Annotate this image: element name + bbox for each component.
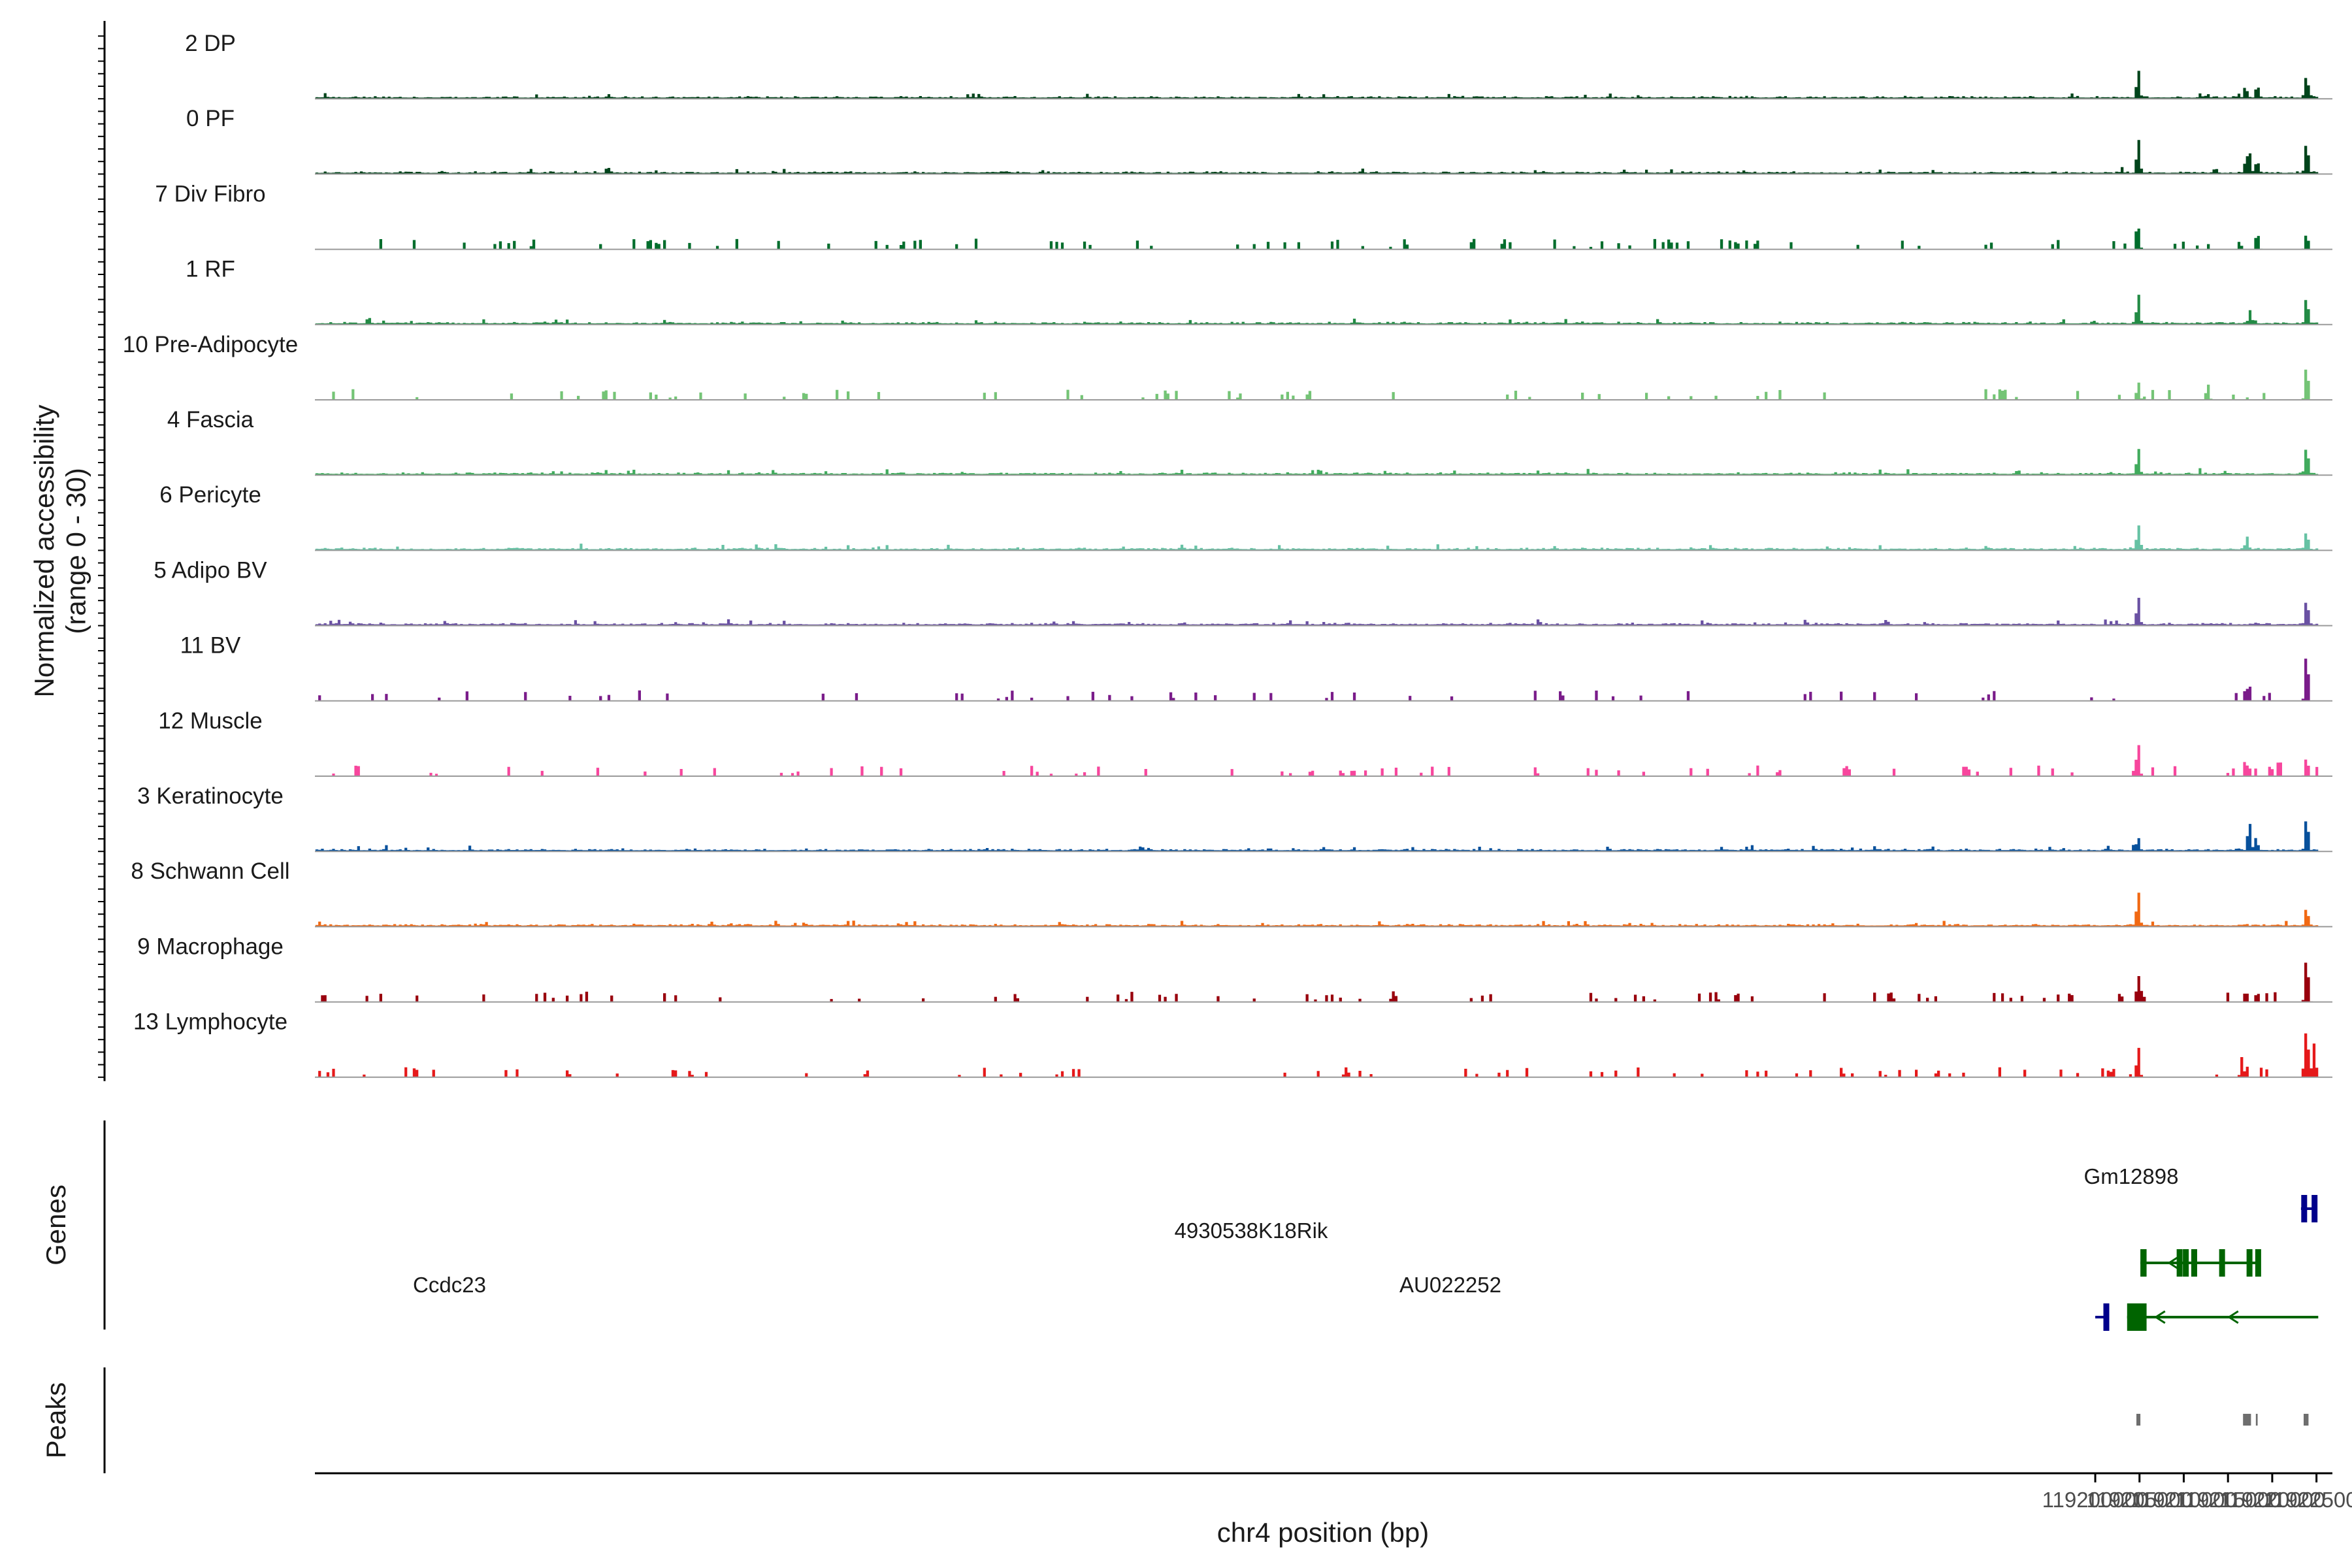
y-axis-title: Normalized accessibility(range 0 - 30) bbox=[29, 404, 91, 697]
x-axis-tick-label: 119225000 bbox=[2263, 1488, 2352, 1512]
coverage-tracks: 2 DP 0 PF 7 Div Fibro 1 RF 10 Pre-Adipocyte 4… bbox=[123, 31, 2332, 1078]
track-label: 11 BV bbox=[180, 633, 241, 659]
gene-exon bbox=[2183, 1249, 2189, 1277]
gene-exon bbox=[2127, 1303, 2147, 1331]
track-11-bv: 11 BV bbox=[180, 633, 2332, 702]
y-axis-title-line: Normalized accessibility bbox=[29, 404, 59, 697]
coverage-area bbox=[315, 228, 2319, 250]
x-axis-tick-label: 119205000 bbox=[2086, 1488, 2193, 1512]
track-label: 8 Schwann Cell bbox=[131, 858, 289, 884]
track-13-lymphocyte: 13 Lymphocyte bbox=[133, 1009, 2332, 1078]
track-12-muscle: 12 Muscle bbox=[158, 708, 2332, 777]
strand-arrow bbox=[2154, 1310, 2166, 1324]
track-label: 4 Fascia bbox=[167, 407, 254, 433]
track-label: 6 Pericyte bbox=[159, 482, 261, 508]
gene-exon bbox=[2301, 1195, 2308, 1222]
track-10-pre-adipocyte: 10 Pre-Adipocyte bbox=[123, 332, 2332, 400]
track-1-rf: 1 RF bbox=[186, 257, 2332, 325]
peaks-panel: Peaks bbox=[41, 1367, 2309, 1473]
strand-arrow bbox=[2227, 1310, 2239, 1324]
genes-panel: Genes Ccdc23 AU022252 4930538K18Rik Gm12898 bbox=[41, 1120, 2319, 1331]
track-9-macrophage: 9 Macrophage bbox=[137, 934, 2332, 1003]
track-6-pericyte: 6 Pericyte bbox=[159, 482, 2332, 551]
gene-exon bbox=[2255, 1249, 2261, 1277]
x-axis-tick-label: 119215000 bbox=[2175, 1488, 2281, 1512]
gene-exon bbox=[2311, 1195, 2318, 1222]
track-0-pf: 0 PF bbox=[186, 106, 2332, 175]
track-8-schwann-cell: 8 Schwann Cell bbox=[131, 858, 2332, 928]
coverage-area bbox=[315, 598, 2319, 626]
track-2-dp: 2 DP bbox=[185, 31, 2332, 100]
track-label: 5 Adipo BV bbox=[154, 557, 267, 583]
strand-arrow bbox=[2167, 1256, 2179, 1270]
peak-region bbox=[2255, 1414, 2258, 1426]
track-5-adipo-bv: 5 Adipo BV bbox=[154, 557, 2332, 627]
track-4-fascia: 4 Fascia bbox=[167, 407, 2332, 476]
gene-au022252: AU022252 bbox=[1399, 1273, 2319, 1331]
gene-exon bbox=[2219, 1249, 2225, 1277]
gene-label: Ccdc23 bbox=[413, 1273, 486, 1297]
track-label: 10 Pre-Adipocyte bbox=[123, 332, 298, 357]
gene-exon bbox=[2140, 1249, 2147, 1277]
peaks-panel-label: Peaks bbox=[41, 1382, 71, 1459]
gene-4930538k18rik: 4930538K18Rik bbox=[1175, 1218, 2261, 1277]
gene-exon bbox=[2103, 1303, 2110, 1331]
peak-region bbox=[2136, 1414, 2141, 1426]
track-label: 7 Div Fibro bbox=[155, 181, 265, 206]
gene-exon bbox=[2176, 1249, 2183, 1277]
x-axis-tick-label: 119220000 bbox=[2219, 1488, 2326, 1512]
x-axis-title: chr4 position (bp) bbox=[1217, 1517, 1429, 1548]
track-7-div-fibro: 7 Div Fibro bbox=[155, 181, 2332, 250]
gene-exon bbox=[2246, 1249, 2253, 1277]
gene-exon bbox=[2191, 1249, 2197, 1277]
track-3-keratinocyte: 3 Keratinocyte bbox=[137, 783, 2332, 853]
y-axis-title-line: (range 0 - 30) bbox=[60, 468, 91, 634]
track-label: 9 Macrophage bbox=[137, 934, 284, 959]
peak-region bbox=[2243, 1414, 2251, 1426]
gene-gm12898: Gm12898 bbox=[2084, 1164, 2318, 1222]
gene-label: 4930538K18Rik bbox=[1175, 1218, 1328, 1243]
track-label: 1 RF bbox=[186, 257, 235, 282]
track-label: 12 Muscle bbox=[158, 708, 263, 734]
gene-label: Gm12898 bbox=[2084, 1164, 2179, 1188]
x-axis: 1192000001192050001192100001192150001192… bbox=[315, 1472, 2352, 1512]
gene-label: AU022252 bbox=[1399, 1273, 1501, 1297]
genes-panel-label: Genes bbox=[41, 1184, 71, 1266]
track-label: 3 Keratinocyte bbox=[137, 783, 284, 809]
x-axis-tick-label: 119210000 bbox=[2131, 1488, 2237, 1512]
gene-ccdc23: Ccdc23 bbox=[413, 1273, 2110, 1331]
coverage-y-axis: Normalized accessibility(range 0 - 30) bbox=[29, 21, 106, 1081]
track-label: 0 PF bbox=[186, 106, 235, 131]
peak-region bbox=[2303, 1414, 2309, 1426]
track-label: 2 DP bbox=[185, 31, 236, 56]
x-axis-tick-label: 119200000 bbox=[2042, 1488, 2149, 1512]
track-label: 13 Lymphocyte bbox=[133, 1009, 287, 1035]
